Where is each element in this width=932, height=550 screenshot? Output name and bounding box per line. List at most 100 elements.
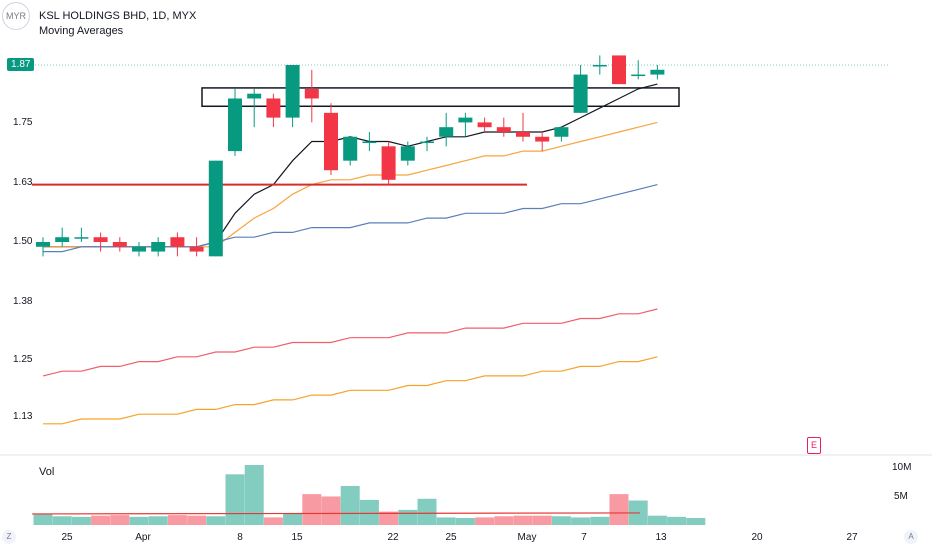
- x-tick-label: 25: [445, 532, 457, 543]
- volume-bar: [129, 516, 149, 525]
- volume-bar: [110, 515, 130, 525]
- volume-tick-label: 5M: [894, 491, 908, 502]
- volume-bar: [206, 516, 226, 525]
- y-tick-label: 1.75: [13, 117, 33, 128]
- candle-body: [36, 242, 50, 247]
- volume-bar: [379, 511, 399, 525]
- resistance-zone-box: [201, 87, 680, 108]
- candle-body: [189, 246, 204, 252]
- volume-ma-line: [31, 512, 641, 515]
- x-tick-label: 25: [61, 532, 73, 543]
- x-tick-label: 20: [751, 532, 763, 543]
- volume-bar: [302, 494, 322, 525]
- volume-bar: [263, 517, 283, 525]
- volume-tick-label: 10M: [892, 462, 912, 473]
- volume-bar: [475, 517, 495, 525]
- volume-bar: [532, 515, 552, 525]
- timezone-button[interactable]: Z: [2, 530, 16, 544]
- volume-bar: [359, 499, 379, 525]
- candle-body: [516, 131, 530, 137]
- candle-body: [74, 237, 89, 239]
- volume-bar: [244, 465, 264, 525]
- x-tick-label: 15: [291, 532, 303, 543]
- candle-body: [650, 69, 665, 75]
- candle-body: [247, 93, 262, 99]
- volume-bar: [187, 515, 207, 525]
- moving-average-line: [43, 184, 658, 253]
- candle-body: [439, 127, 454, 137]
- volume-bar: [321, 496, 341, 525]
- x-tick-label: 13: [655, 532, 667, 543]
- volume-bar: [551, 516, 571, 525]
- y-tick-label: 1.38: [13, 296, 33, 307]
- candle-body: [573, 74, 588, 113]
- candle-body: [554, 127, 569, 137]
- volume-bar: [340, 485, 360, 525]
- auto-scale-button[interactable]: A: [904, 530, 918, 544]
- y-tick-label: 1.50: [13, 236, 33, 247]
- volume-bar: [71, 516, 91, 525]
- candle-body: [631, 74, 646, 77]
- candle-body: [535, 136, 550, 142]
- volume-bar: [148, 516, 168, 525]
- volume-bar: [609, 494, 629, 525]
- x-tick-label: Apr: [135, 532, 151, 543]
- volume-bar: [398, 509, 418, 525]
- candle-body: [304, 88, 319, 99]
- x-tick-label: May: [517, 532, 537, 543]
- volume-bar: [647, 515, 667, 525]
- volume-bar: [283, 513, 303, 525]
- volume-bar: [91, 515, 111, 525]
- volume-bar: [225, 474, 245, 525]
- volume-bar: [494, 516, 514, 525]
- candle-body: [151, 242, 166, 252]
- candle-body: [477, 122, 492, 128]
- y-tick-label: 1.13: [13, 411, 33, 422]
- volume-bar: [167, 515, 187, 525]
- volume-bar: [513, 515, 533, 525]
- volume-bar: [686, 518, 706, 525]
- candle-body: [458, 117, 473, 123]
- candle-body: [170, 237, 185, 247]
- candle-body: [400, 146, 415, 161]
- x-tick-label: 7: [581, 532, 587, 543]
- volume-bar: [33, 513, 53, 525]
- candle-body: [55, 237, 70, 242]
- candle-body: [266, 98, 281, 118]
- candle-body: [208, 160, 223, 257]
- chart-title: KSL HOLDINGS BHD, 1D, MYX: [39, 10, 197, 22]
- candle-body: [362, 141, 377, 144]
- earnings-badge[interactable]: E: [807, 437, 821, 454]
- x-tick-label: 8: [237, 532, 243, 543]
- candle-body: [112, 242, 127, 247]
- volume-bar: [590, 516, 610, 525]
- candle-body: [420, 141, 434, 144]
- candle-body: [612, 55, 626, 85]
- currency-badge[interactable]: MYR: [2, 2, 30, 30]
- moving-average-line: [43, 356, 658, 425]
- x-tick-label: 22: [387, 532, 399, 543]
- volume-bar: [455, 518, 475, 525]
- candle-body: [93, 237, 108, 242]
- candle-body: [592, 65, 607, 67]
- volume-bar: [52, 516, 72, 525]
- volume-label: Vol: [39, 466, 55, 478]
- volume-bar: [571, 517, 591, 525]
- y-tick-label: 1.63: [13, 177, 33, 188]
- candle-body: [496, 127, 511, 132]
- volume-bar: [417, 498, 437, 525]
- x-tick-label: 27: [846, 532, 858, 543]
- candle-body: [343, 136, 358, 161]
- candle-body: [324, 112, 338, 171]
- candle-body: [132, 246, 146, 252]
- candle-body: [228, 98, 242, 152]
- volume-bar: [436, 517, 456, 525]
- moving-average-line: [42, 308, 658, 377]
- last-price-tag: 1.87: [7, 58, 35, 71]
- indicator-label[interactable]: Moving Averages: [39, 25, 124, 37]
- candle-body: [285, 65, 300, 118]
- y-tick-label: 1.25: [13, 354, 33, 365]
- candle-body: [381, 146, 396, 180]
- volume-bar: [667, 516, 687, 525]
